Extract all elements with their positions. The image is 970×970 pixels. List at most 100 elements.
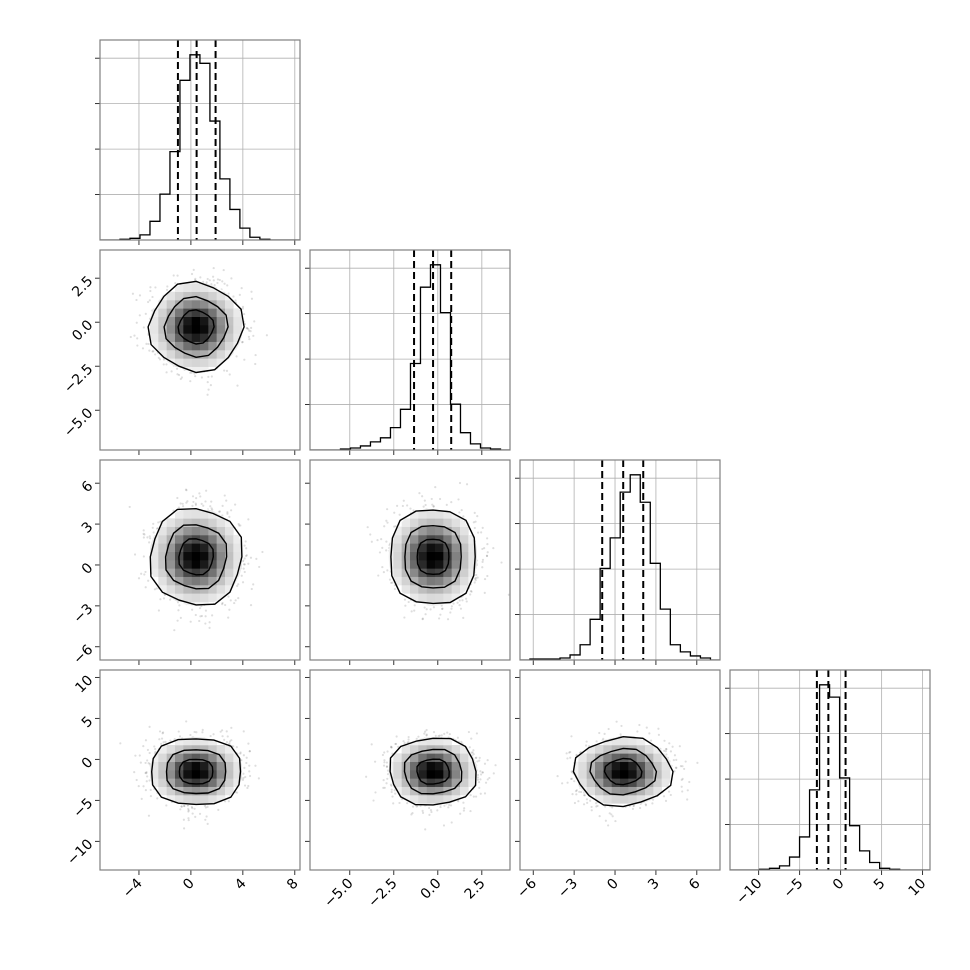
scatter-point: [381, 546, 384, 549]
panel-frame: [309, 249, 511, 451]
density-cell: [443, 585, 452, 594]
density-cell: [636, 786, 646, 796]
panel-frame: [99, 39, 301, 241]
density-cell: [208, 518, 217, 527]
scatter-point: [210, 375, 213, 378]
scatter-point: [165, 288, 169, 291]
scatter-point: [253, 320, 256, 323]
density-cell: [574, 770, 579, 779]
contour-line: [149, 507, 243, 606]
scatter-point: [432, 505, 435, 508]
scatter-point: [230, 726, 233, 729]
scatter-point: [430, 810, 433, 814]
density-cell: [191, 333, 201, 342]
density-cell: [451, 535, 461, 544]
density-cell: [158, 753, 167, 762]
scatter-point: [221, 735, 224, 738]
density-cell: [628, 737, 637, 746]
scatter-point: [657, 733, 661, 736]
y-tick-label: −6: [70, 642, 96, 668]
scatter-point: [478, 759, 481, 762]
scatter-point: [374, 760, 377, 763]
scatter-point: [448, 803, 451, 807]
scatter-point: [569, 777, 573, 781]
scatter-point: [458, 511, 461, 514]
density-cell: [410, 518, 419, 527]
density-cell: [418, 745, 427, 754]
scatter-point: [590, 809, 593, 812]
scatter-point: [407, 735, 410, 739]
scatter-point: [237, 522, 240, 526]
density-cell: [426, 778, 436, 787]
density-cell: [225, 761, 234, 771]
density-cell: [208, 778, 217, 787]
scatter-point: [250, 297, 254, 300]
density-cell: [410, 593, 419, 602]
scatter-point: [190, 272, 194, 276]
density-cell: [175, 761, 184, 771]
density-cell: [418, 576, 427, 586]
density-cell: [451, 593, 461, 602]
scatter-point: [614, 819, 617, 823]
scatter-point: [176, 619, 179, 622]
density-cell: [233, 325, 242, 334]
scatter-point: [162, 597, 166, 600]
density-cell: [191, 778, 201, 787]
scatter-point: [386, 777, 389, 780]
x-tick-label: 6: [686, 875, 704, 893]
scatter-point: [577, 800, 580, 803]
scatter-point: [402, 499, 405, 502]
density-cell: [451, 526, 461, 536]
scatter-point: [458, 604, 461, 607]
scatter-point: [442, 824, 446, 827]
scatter-point: [153, 745, 156, 748]
density-cell: [460, 526, 469, 536]
y-tick-label: −5: [70, 795, 96, 821]
density-cell: [410, 795, 419, 804]
density-cell: [216, 795, 226, 804]
density-cell: [435, 795, 444, 804]
histogram-step: [730, 684, 930, 870]
density-cell: [645, 761, 654, 771]
density-cell: [603, 761, 612, 771]
scatter-point: [488, 776, 491, 780]
scatter-point: [254, 353, 257, 357]
scatter-point: [421, 617, 424, 620]
density-cell: [175, 316, 184, 326]
scatter-point: [201, 728, 204, 731]
scatter-point: [206, 805, 209, 809]
density-cell: [200, 291, 209, 301]
density-cell: [166, 551, 176, 561]
scatter-point: [242, 567, 245, 570]
density-cell: [451, 745, 461, 754]
scatter-point: [475, 732, 479, 735]
density-cell: [158, 551, 167, 561]
density-cell: [191, 518, 201, 527]
scatter-point: [385, 549, 388, 552]
scatter-point: [135, 298, 138, 302]
scatter-point: [128, 505, 131, 509]
panel-frame: [309, 459, 511, 661]
density-cell: [468, 568, 477, 577]
scatter-point: [393, 789, 396, 792]
density-cell: [150, 333, 159, 342]
scatter-point: [485, 554, 489, 557]
scatter-point: [394, 742, 398, 746]
scatter-point: [421, 618, 424, 621]
scatter-point: [242, 730, 245, 733]
scatter-point: [681, 765, 684, 768]
density-cell: [233, 308, 242, 317]
scatter-point: [131, 292, 135, 295]
scatter-point: [406, 504, 409, 507]
density-cell: [636, 737, 646, 746]
scatter-point: [204, 615, 207, 618]
density-cell: [460, 770, 469, 779]
scatter-point: [153, 588, 156, 591]
density-cell: [175, 593, 184, 602]
density-cell: [175, 585, 184, 594]
density-cell: [216, 576, 226, 586]
scatter-point: [644, 804, 648, 807]
scatter-point: [443, 804, 446, 807]
scatter-point: [119, 742, 122, 745]
density-cell: [418, 753, 427, 762]
